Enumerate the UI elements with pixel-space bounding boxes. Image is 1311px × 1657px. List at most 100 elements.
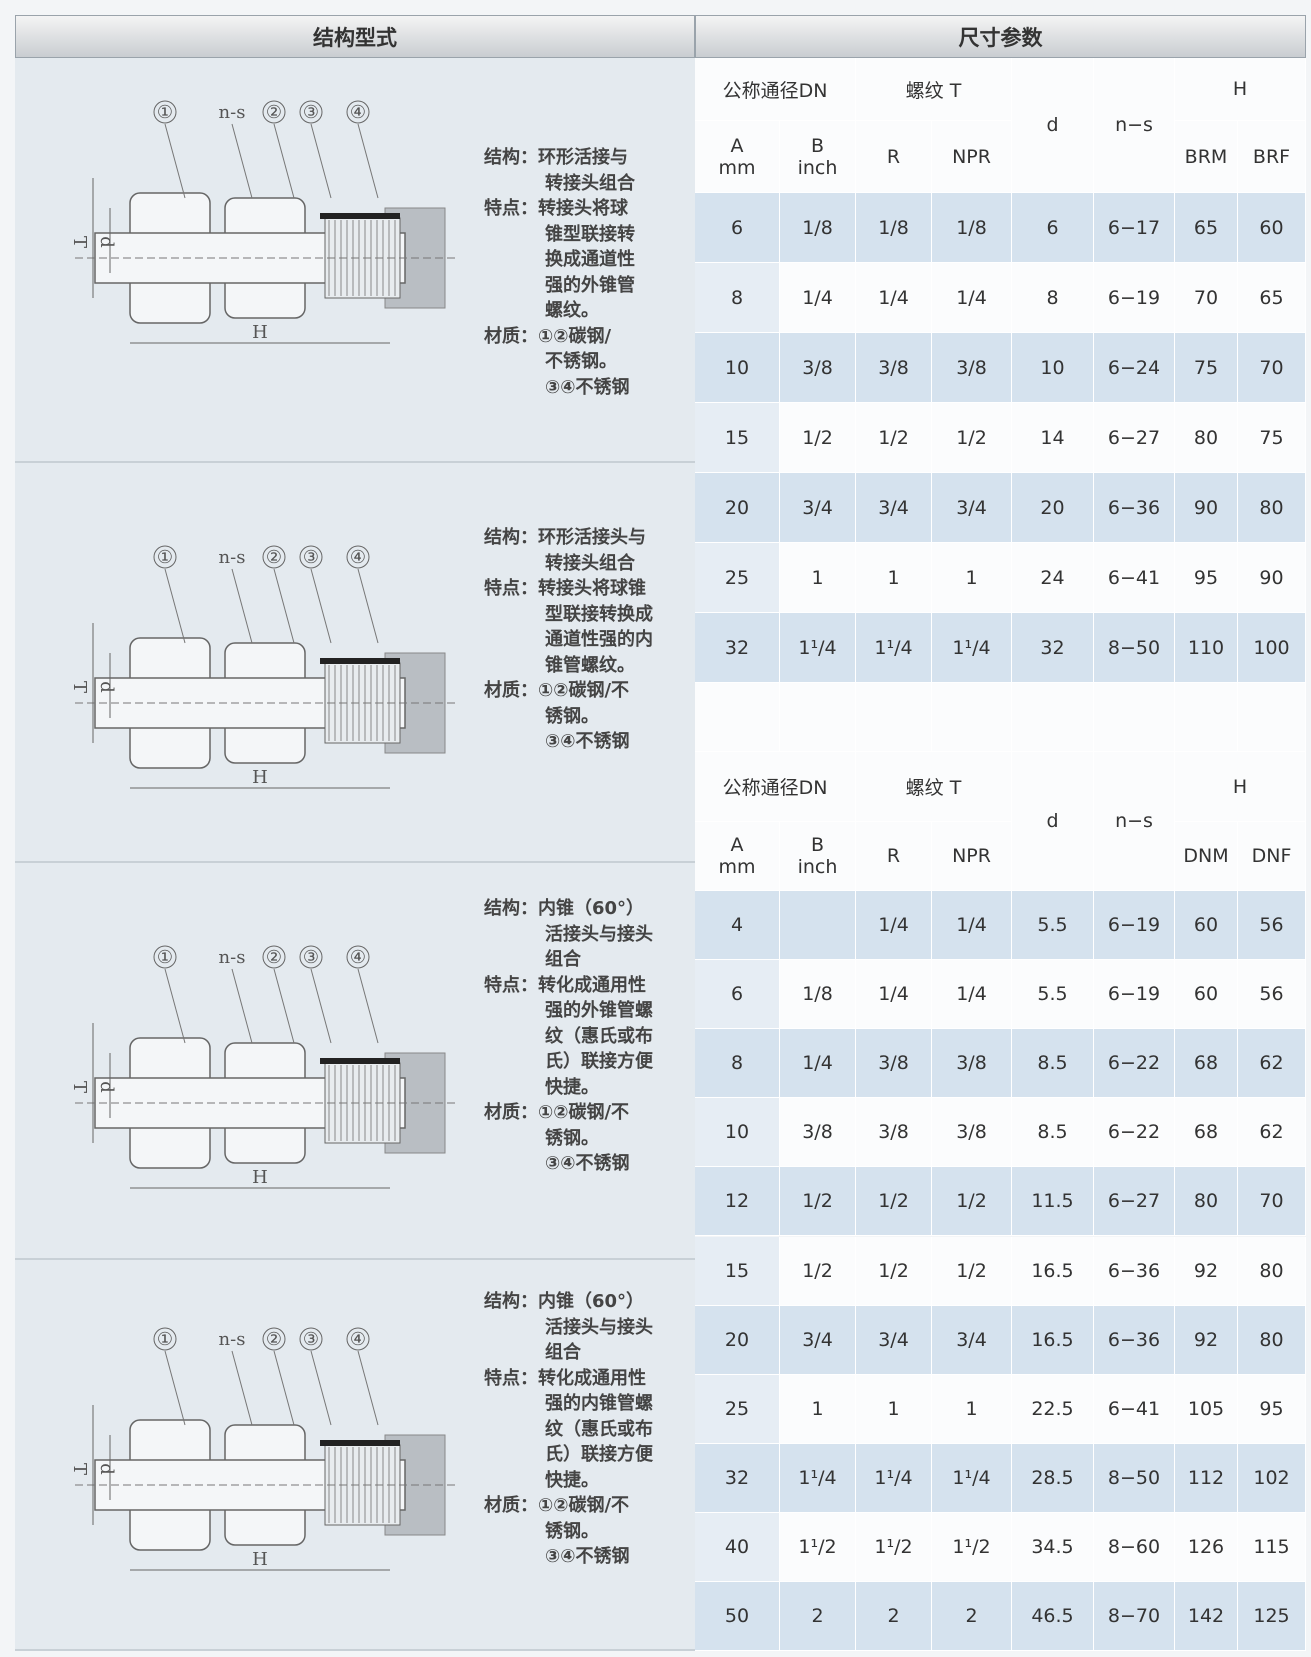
description-line: ③④不锈钢 [545, 731, 630, 752]
table-cell: 80 [1238, 1236, 1306, 1306]
group-header: n−s [1094, 752, 1175, 891]
table-cell: 32 [695, 613, 780, 683]
table-cell: 6 [1012, 193, 1094, 263]
table-cell: 3/8 [932, 1029, 1012, 1099]
table-cell: 92 [1175, 1305, 1238, 1375]
description-line: 结构：环形活接与 [484, 147, 628, 168]
leader [231, 123, 253, 199]
table-cell: 3/4 [932, 1305, 1012, 1375]
table-cell: 70 [1238, 1167, 1306, 1237]
diagram-label: ② [266, 947, 282, 968]
leader [357, 123, 379, 199]
description-line: 氏）联接方便 [545, 1051, 653, 1072]
table-cell: 6−19 [1094, 891, 1175, 961]
diagram-label: ① [157, 1329, 173, 1350]
table-cell: 110 [1175, 613, 1238, 683]
diagram-label: T [69, 1081, 90, 1093]
description-line: 锈钢。 [545, 705, 599, 727]
table-cell: 1¹/2 [780, 1512, 856, 1582]
group-header: H [1175, 752, 1306, 822]
table-cell: 6−22 [1094, 1098, 1175, 1168]
table-cell: 25 [695, 543, 780, 613]
table-cell: 10 [1012, 333, 1094, 403]
empty-cell [1238, 683, 1306, 752]
table-cell: 6−27 [1094, 403, 1175, 473]
leader [164, 123, 186, 199]
description-line: 快捷。 [545, 1469, 599, 1491]
description-line: 锈钢。 [545, 1127, 599, 1149]
table-cell: 5.5 [1012, 960, 1094, 1030]
description-line: 锈钢。 [545, 1520, 599, 1542]
diagram-label: ② [266, 1329, 282, 1350]
sub-header: BRF [1238, 121, 1306, 193]
diagram-label: ③ [303, 102, 319, 123]
right-header: 尺寸参数 [695, 15, 1306, 58]
table-cell: 6−41 [1094, 1374, 1175, 1444]
table-cell: 3/4 [780, 1305, 856, 1375]
table-cell [780, 891, 856, 961]
table-cell: 90 [1175, 473, 1238, 543]
table-cell: 68 [1175, 1098, 1238, 1168]
table-cell: 1/2 [932, 1236, 1012, 1306]
table-cell: 1/8 [932, 193, 1012, 263]
table-cell: 80 [1238, 1305, 1306, 1375]
diagram-label: ④ [350, 947, 366, 968]
leader [231, 1350, 253, 1426]
table-cell: 3/8 [932, 333, 1012, 403]
seal [320, 1058, 400, 1064]
empty-cell [932, 683, 1012, 752]
description-line: 锥型联接转 [545, 223, 635, 245]
description-line: 不锈钢。 [545, 351, 617, 372]
callout-circle [153, 945, 177, 969]
description-line: 转接头组合 [545, 172, 635, 194]
table-cell: 1/8 [856, 193, 932, 263]
table-cell: 3/8 [780, 333, 856, 403]
table-cell: 1 [780, 1374, 856, 1444]
table-cell: 80 [1238, 473, 1306, 543]
table-cell: 80 [1175, 403, 1238, 473]
table-cell: 6−22 [1094, 1029, 1175, 1099]
table-cell: 1¹/4 [856, 613, 932, 683]
callout-circle [153, 545, 177, 569]
leader [357, 968, 379, 1044]
diagram-label: ③ [303, 1329, 319, 1350]
table-cell: 1/4 [856, 891, 932, 961]
group-header: 螺纹 T [856, 58, 1012, 121]
description-line: 材质：①②碳钢/不 [484, 680, 630, 701]
table-cell: 2 [780, 1582, 856, 1652]
sub-header: BRM [1175, 121, 1238, 193]
group-header: 公称通径DN [695, 58, 856, 121]
table-cell: 2 [856, 1582, 932, 1652]
callout-circle [346, 945, 370, 969]
table-cell: 15 [695, 1236, 780, 1306]
seal [320, 213, 400, 219]
leader [310, 123, 332, 199]
table-cell: 1/2 [856, 1236, 932, 1306]
callout-circle [299, 945, 323, 969]
table-cell: 14 [1012, 403, 1094, 473]
table-cell: 8−50 [1094, 1443, 1175, 1513]
diagram-label: n-s [219, 947, 246, 968]
leader [310, 968, 332, 1044]
diagram-label: ① [157, 947, 173, 968]
leader [164, 568, 186, 644]
diagram-label: d [96, 1081, 117, 1093]
table-cell: 11.5 [1012, 1167, 1094, 1237]
description-line: 特点：转化成通用性 [484, 974, 646, 996]
callout-circle [346, 100, 370, 124]
leader [273, 123, 295, 199]
diagram-label: ③ [303, 547, 319, 568]
table-cell: 16.5 [1012, 1305, 1094, 1375]
leader [231, 568, 253, 644]
description-line: 活接头与接头 [545, 1316, 653, 1338]
table-cell: 1 [856, 543, 932, 613]
leader [231, 968, 253, 1044]
table-cell: 32 [1012, 613, 1094, 683]
leader [310, 568, 332, 644]
table-cell: 1¹/4 [780, 613, 856, 683]
